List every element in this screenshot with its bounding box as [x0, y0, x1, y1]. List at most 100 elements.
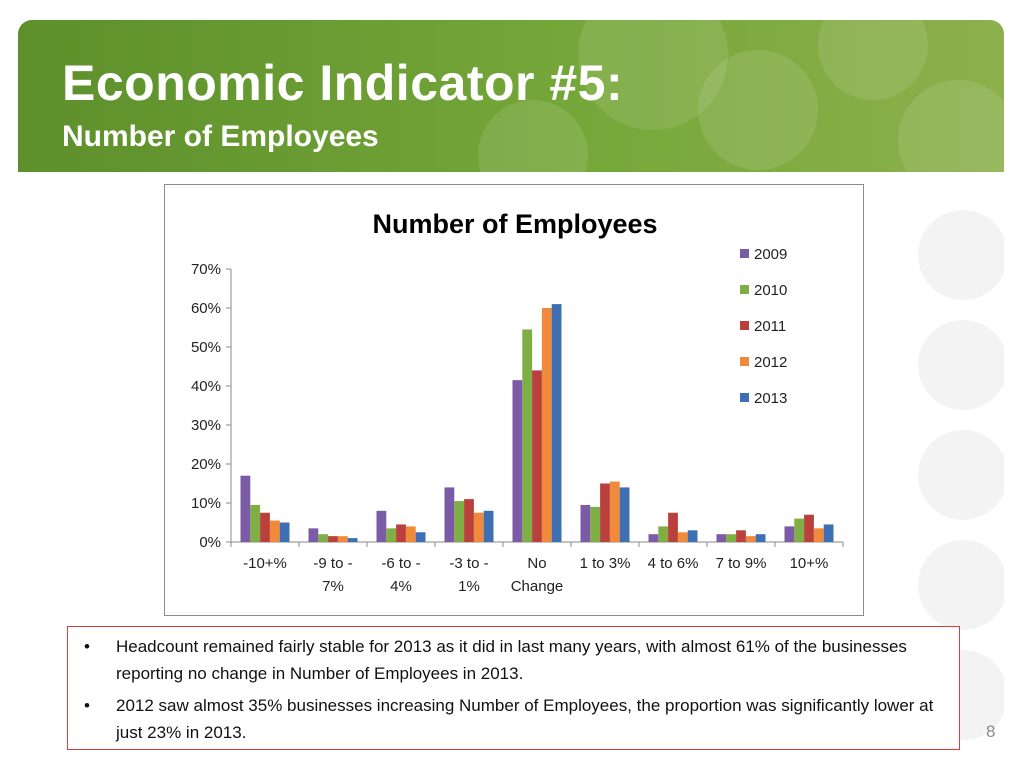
bar-2011 — [600, 483, 610, 542]
y-tick-label: 20% — [191, 456, 221, 473]
x-tick-label: 7 to 9% — [716, 555, 767, 572]
page-number: 8 — [986, 722, 996, 741]
bar-2013 — [823, 524, 834, 542]
bar-2012 — [813, 528, 824, 542]
legend-label-2009: 2009 — [754, 246, 787, 263]
slide-title: Economic Indicator #5: — [62, 55, 624, 111]
bullet-item: • 2012 saw almost 35% businesses increas… — [84, 692, 946, 746]
bar-2011 — [804, 514, 814, 542]
bar-2011 — [532, 370, 542, 542]
bullet-text: Headcount remained fairly stable for 201… — [116, 637, 907, 683]
slide-subtitle: Number of Employees — [62, 120, 379, 153]
header-decoration — [698, 50, 818, 170]
x-tick-label-line: -10+% — [243, 555, 287, 572]
header-decoration — [818, 20, 928, 100]
bar-2009 — [648, 534, 659, 542]
chart-container: Number of Employees 0% 10% 20% 30% 40% 50% 60% 7… — [164, 184, 864, 616]
legend-swatch-2010 — [740, 285, 749, 294]
bar-chart: Number of Employees 0% 10% 20% 30% 40% 50% 60% 7… — [191, 209, 844, 595]
bullet-box: • Headcount remained fairly stable for 2… — [67, 626, 960, 750]
bar-2012 — [473, 512, 484, 542]
x-tick-label-line: -9 to - — [313, 555, 352, 572]
bar-2013 — [687, 530, 698, 542]
chart-title: Number of Employees — [372, 209, 657, 239]
bar-2012 — [609, 481, 620, 542]
y-tick-label: 0% — [199, 534, 221, 551]
bar-2010 — [794, 518, 805, 542]
bar-2013 — [619, 487, 630, 542]
bar-2010 — [318, 534, 329, 542]
legend-label-2012: 2012 — [754, 354, 787, 371]
bar-2013 — [415, 532, 426, 542]
x-tick-label: No Change — [511, 555, 564, 595]
slide-header: Economic Indicator #5: Number of Employe… — [18, 20, 1004, 172]
bar-2012 — [269, 520, 280, 542]
legend-swatch-2012 — [740, 357, 749, 366]
bullet-dot: • — [84, 637, 90, 656]
legend-swatch-2009 — [740, 249, 749, 258]
legend-label-2011: 2011 — [754, 318, 786, 335]
x-tick-label-line: 1 to 3% — [580, 555, 631, 572]
bar-2011 — [260, 512, 270, 542]
y-tick-label: 60% — [191, 300, 221, 317]
x-tick-label-line: 10+% — [790, 555, 829, 572]
bar-2013 — [483, 510, 494, 542]
bar-2010 — [726, 534, 737, 542]
bar-2012 — [677, 532, 688, 542]
bar-2012 — [541, 308, 552, 542]
x-tick-label: 1 to 3% — [580, 555, 631, 572]
x-tick-label: -9 to - 7% — [313, 555, 352, 595]
bar-2012 — [745, 536, 756, 542]
x-tick-label: -10+% — [243, 555, 287, 572]
bar-2010 — [522, 329, 533, 542]
bar-2009 — [716, 534, 727, 542]
bar-2013 — [347, 538, 358, 542]
y-tick-label: 30% — [191, 417, 221, 434]
background-decoration — [918, 210, 1004, 300]
bullet-text: 2012 saw almost 35% businesses increasin… — [116, 696, 934, 742]
bar-2009 — [240, 475, 251, 542]
bar-2010 — [386, 528, 397, 542]
x-tick-label: 4 to 6% — [648, 555, 699, 572]
y-tick-label: 40% — [191, 378, 221, 395]
bar-2011 — [668, 512, 678, 542]
background-decoration — [918, 540, 1004, 630]
bar-2010 — [658, 526, 669, 542]
bar-2010 — [590, 506, 601, 542]
bar-2012 — [405, 526, 416, 542]
bullet-item: • Headcount remained fairly stable for 2… — [84, 633, 946, 687]
bar-2011 — [328, 536, 338, 542]
x-tick-label-line: -3 to - — [449, 555, 488, 572]
x-tick-label-line: 4% — [390, 578, 412, 595]
legend-swatch-2013 — [740, 393, 749, 402]
bar-2011 — [396, 524, 406, 542]
bar-2010 — [454, 501, 465, 542]
x-tick-label-line: 1% — [458, 578, 480, 595]
bar-2009 — [308, 528, 319, 542]
bar-2010 — [250, 504, 261, 542]
header-decoration — [898, 80, 1004, 172]
bar-2009 — [512, 380, 523, 542]
bar-2009 — [784, 526, 795, 542]
bar-2009 — [444, 487, 455, 542]
x-tick-label-line: Change — [511, 578, 564, 595]
x-tick-label-line: -6 to - — [381, 555, 420, 572]
bar-2013 — [755, 534, 766, 542]
x-tick-label-line: 7% — [322, 578, 344, 595]
bar-2009 — [376, 510, 387, 542]
x-tick-label: -6 to - 4% — [381, 555, 420, 595]
background-decoration — [918, 320, 1004, 410]
legend-label-2013: 2013 — [754, 390, 787, 407]
y-tick-label: 10% — [191, 495, 221, 512]
bullet-dot: • — [84, 696, 90, 715]
x-tick-label-line: 4 to 6% — [648, 555, 699, 572]
legend-swatch-2011 — [740, 321, 749, 330]
bar-2009 — [580, 504, 591, 542]
bar-2011 — [464, 499, 474, 542]
x-tick-label-line: 7 to 9% — [716, 555, 767, 572]
legend-label-2010: 2010 — [754, 282, 787, 299]
x-tick-label-line: No — [527, 555, 546, 572]
x-tick-label: 10+% — [790, 555, 829, 572]
background-decoration — [918, 430, 1004, 520]
y-tick-label: 70% — [191, 261, 221, 278]
